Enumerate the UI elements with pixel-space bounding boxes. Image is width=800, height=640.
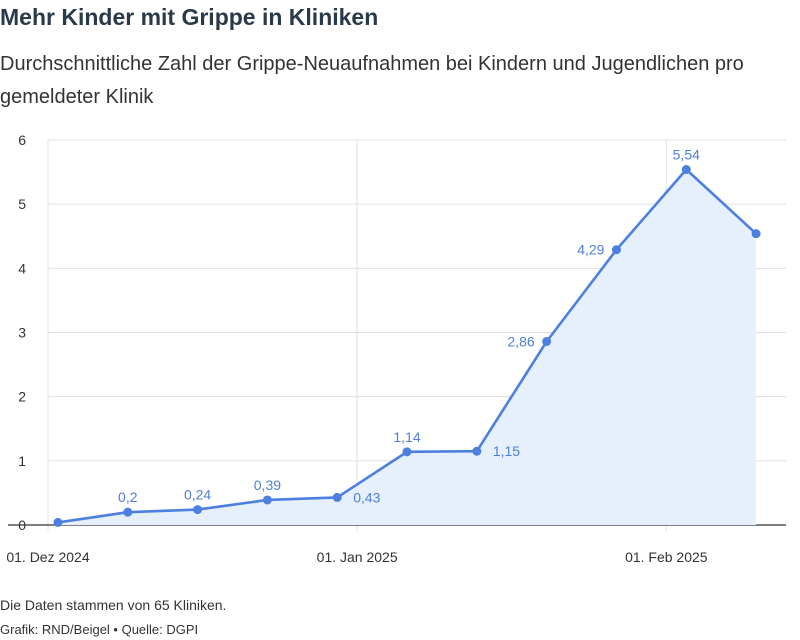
y-tick-label: 5	[18, 196, 26, 212]
data-point	[332, 492, 342, 502]
data-point	[611, 245, 621, 255]
data-label: 4,29	[577, 242, 604, 258]
footnote: Die Daten stammen von 65 Kliniken.	[0, 597, 227, 613]
data-label: 1,15	[493, 443, 520, 459]
data-point	[262, 495, 272, 505]
chart-title: Mehr Kinder mit Grippe in Kliniken	[0, 4, 379, 30]
data-label: 0,39	[254, 477, 281, 493]
chart-subtitle: Durchschnittliche Zahl der Grippe-Neuauf…	[0, 53, 744, 108]
y-tick-label: 4	[18, 260, 26, 276]
data-point	[542, 336, 552, 346]
series-area	[57, 169, 757, 525]
data-point	[53, 517, 63, 527]
y-tick-label: 2	[18, 389, 26, 405]
data-label: 5,54	[673, 147, 700, 163]
data-point	[402, 447, 412, 457]
data-label: 2,86	[507, 333, 534, 349]
y-tick-label: 6	[18, 132, 26, 148]
data-point	[123, 507, 133, 517]
x-tick-label: 01. Feb 2025	[625, 549, 708, 565]
data-label: 0,2	[118, 489, 138, 505]
y-tick-label: 3	[18, 325, 26, 341]
data-point	[681, 165, 691, 175]
data-point	[472, 446, 482, 456]
x-tick-label: 01. Dez 2024	[6, 549, 89, 565]
x-tick-label: 01. Jan 2025	[317, 549, 398, 565]
data-label: 1,14	[393, 429, 420, 445]
data-label: 0,43	[353, 489, 380, 505]
data-point	[751, 229, 761, 239]
credit-line: Grafik: RND/Beigel • Quelle: DGPI	[0, 622, 199, 637]
data-point	[193, 505, 203, 515]
y-tick-label: 1	[18, 453, 26, 469]
data-label: 0,24	[184, 487, 211, 503]
